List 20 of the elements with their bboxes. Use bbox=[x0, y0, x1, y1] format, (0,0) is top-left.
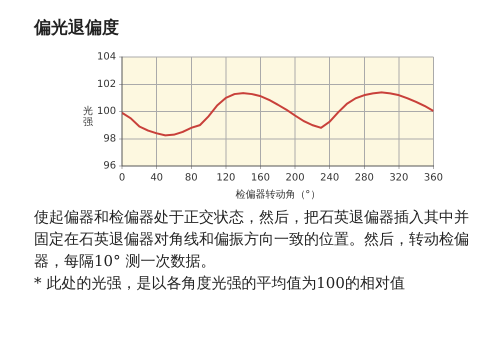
x-axis-title: 检偏器转动角（°） bbox=[235, 188, 320, 201]
x-tick-label: 160 bbox=[250, 172, 270, 184]
x-tick-label: 200 bbox=[286, 172, 305, 184]
y-tick-label: 102 bbox=[96, 78, 116, 90]
x-tick-label: 320 bbox=[389, 172, 408, 184]
x-tick-label: 280 bbox=[354, 172, 374, 184]
y-tick-label: 100 bbox=[96, 106, 116, 118]
y-tick-label: 98 bbox=[103, 133, 116, 144]
x-tick-label: 120 bbox=[216, 172, 236, 184]
chart-title: 偏光退偏度 bbox=[34, 17, 119, 39]
x-tick-label: 40 bbox=[150, 172, 164, 184]
x-tick-label: 80 bbox=[184, 172, 198, 184]
y-tick-label: 96 bbox=[103, 160, 116, 172]
x-tick-label: 360 bbox=[424, 172, 444, 184]
text: 使起偏器和检偏器处于正交状态，然后，把石英退偏器插入其中并固定在石英退偏器对角线和偏振方向一致的位置。然后，转动检偏器，每隔10° 测一次数据。 bbox=[34, 207, 470, 272]
x-tick-label: 0 bbox=[118, 172, 126, 184]
text: * 此处的光强，是以各角度光强的平均值为100的相对值 bbox=[34, 273, 406, 294]
y-tick-label: 104 bbox=[96, 52, 116, 63]
x-tick-label: 240 bbox=[320, 172, 340, 184]
y-axis-title: 光强 bbox=[82, 106, 94, 128]
